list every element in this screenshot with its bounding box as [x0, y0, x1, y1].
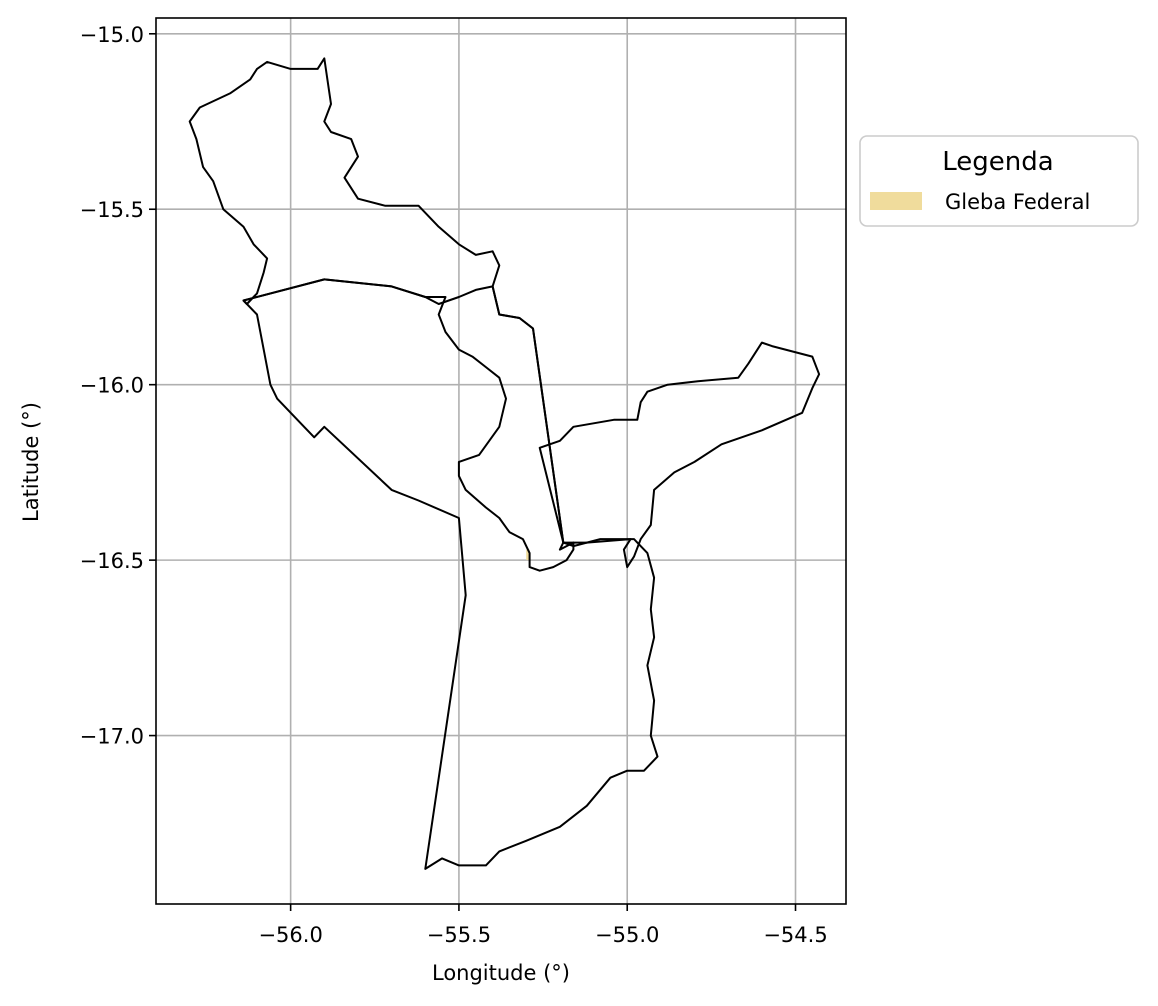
x-axis-label: Longitude (°): [432, 961, 570, 985]
y-tick-label: −17.0: [80, 725, 144, 749]
y-tick-label: −15.0: [80, 23, 144, 47]
y-tick-label: −15.5: [80, 198, 144, 222]
x-tick-label: −55.5: [427, 923, 491, 947]
legend-title: Legenda: [942, 147, 1053, 177]
legend: Legenda Gleba Federal: [859, 135, 1139, 227]
boundary-layer: [188, 57, 821, 870]
y-axis-label: Latitude (°): [19, 402, 43, 522]
x-tick-label: −56.0: [258, 923, 322, 947]
legend-swatch-gleba-federal: [870, 192, 922, 210]
y-tick-label: −16.0: [80, 374, 144, 398]
y-tick-label: −16.5: [80, 549, 144, 573]
y-axis-ticks: −15.0 −15.5 −16.0 −16.5 −17.0: [80, 23, 156, 749]
x-axis-ticks: −56.0 −55.5 −55.0 −54.5: [258, 904, 828, 947]
x-tick-label: −55.0: [595, 923, 659, 947]
plot-frame: [155, 17, 847, 905]
boundary-east-region: [538, 341, 821, 569]
x-tick-label: −54.5: [763, 923, 827, 947]
boundary-southwest-region: [242, 278, 659, 870]
legend-box: [859, 135, 1139, 227]
legend-label-gleba-federal: Gleba Federal: [945, 190, 1090, 214]
